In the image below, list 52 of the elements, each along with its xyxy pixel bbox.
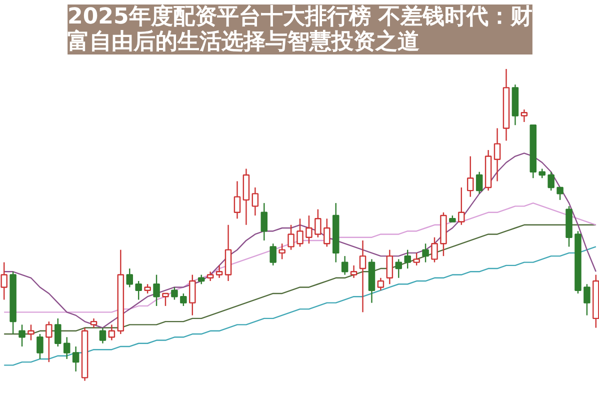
candlestick [324,218,330,248]
candlestick [18,324,26,348]
candlestick [135,280,142,300]
candlestick [386,249,394,285]
candlestick [180,292,187,307]
candlestick [90,318,98,328]
candlestick [0,262,8,300]
candlestick [359,240,366,313]
candlestick [296,218,304,248]
candlestick [63,336,70,360]
candlestick [584,284,590,316]
candlestick [350,264,358,278]
candlestick [46,320,52,363]
candlestick [520,108,528,123]
candlestick [189,274,196,316]
candlestick [216,264,223,278]
candlestick [28,324,34,341]
candlestick [538,168,546,179]
candlestick [72,346,80,372]
candlestick [162,292,169,307]
candlestick [126,268,134,288]
candlestick [198,274,205,285]
candlestick [458,186,465,226]
candlestick [341,255,348,276]
candlestick [278,242,286,260]
candlestick [422,242,429,263]
candlestick [494,128,501,182]
candlestick [144,284,151,294]
candlestick [234,180,241,220]
candlestick [171,286,178,300]
candlestick [54,318,62,348]
candlestick [260,202,268,242]
candlestick [206,271,214,282]
candlestick [153,274,160,307]
candlestick [476,171,483,194]
candlestick [108,324,116,341]
candlestick [288,224,294,250]
candlestick [377,277,384,291]
candlestick [548,171,554,192]
candlestick [252,186,259,216]
candlestick [466,156,474,198]
candlestick [413,252,420,266]
candlestick [314,208,322,238]
candlestick [395,258,402,278]
candlestick [404,249,411,270]
chart-title: 2025年度配资平台十大排行榜 不差钱时代：财富自由后的生活选择与智慧投资之道 [68,4,532,54]
candlestick [556,186,564,201]
candlestick [431,236,438,263]
candlestick [36,333,44,360]
candlestick [99,327,106,344]
candlestick [306,214,312,244]
candlestick [270,242,276,266]
